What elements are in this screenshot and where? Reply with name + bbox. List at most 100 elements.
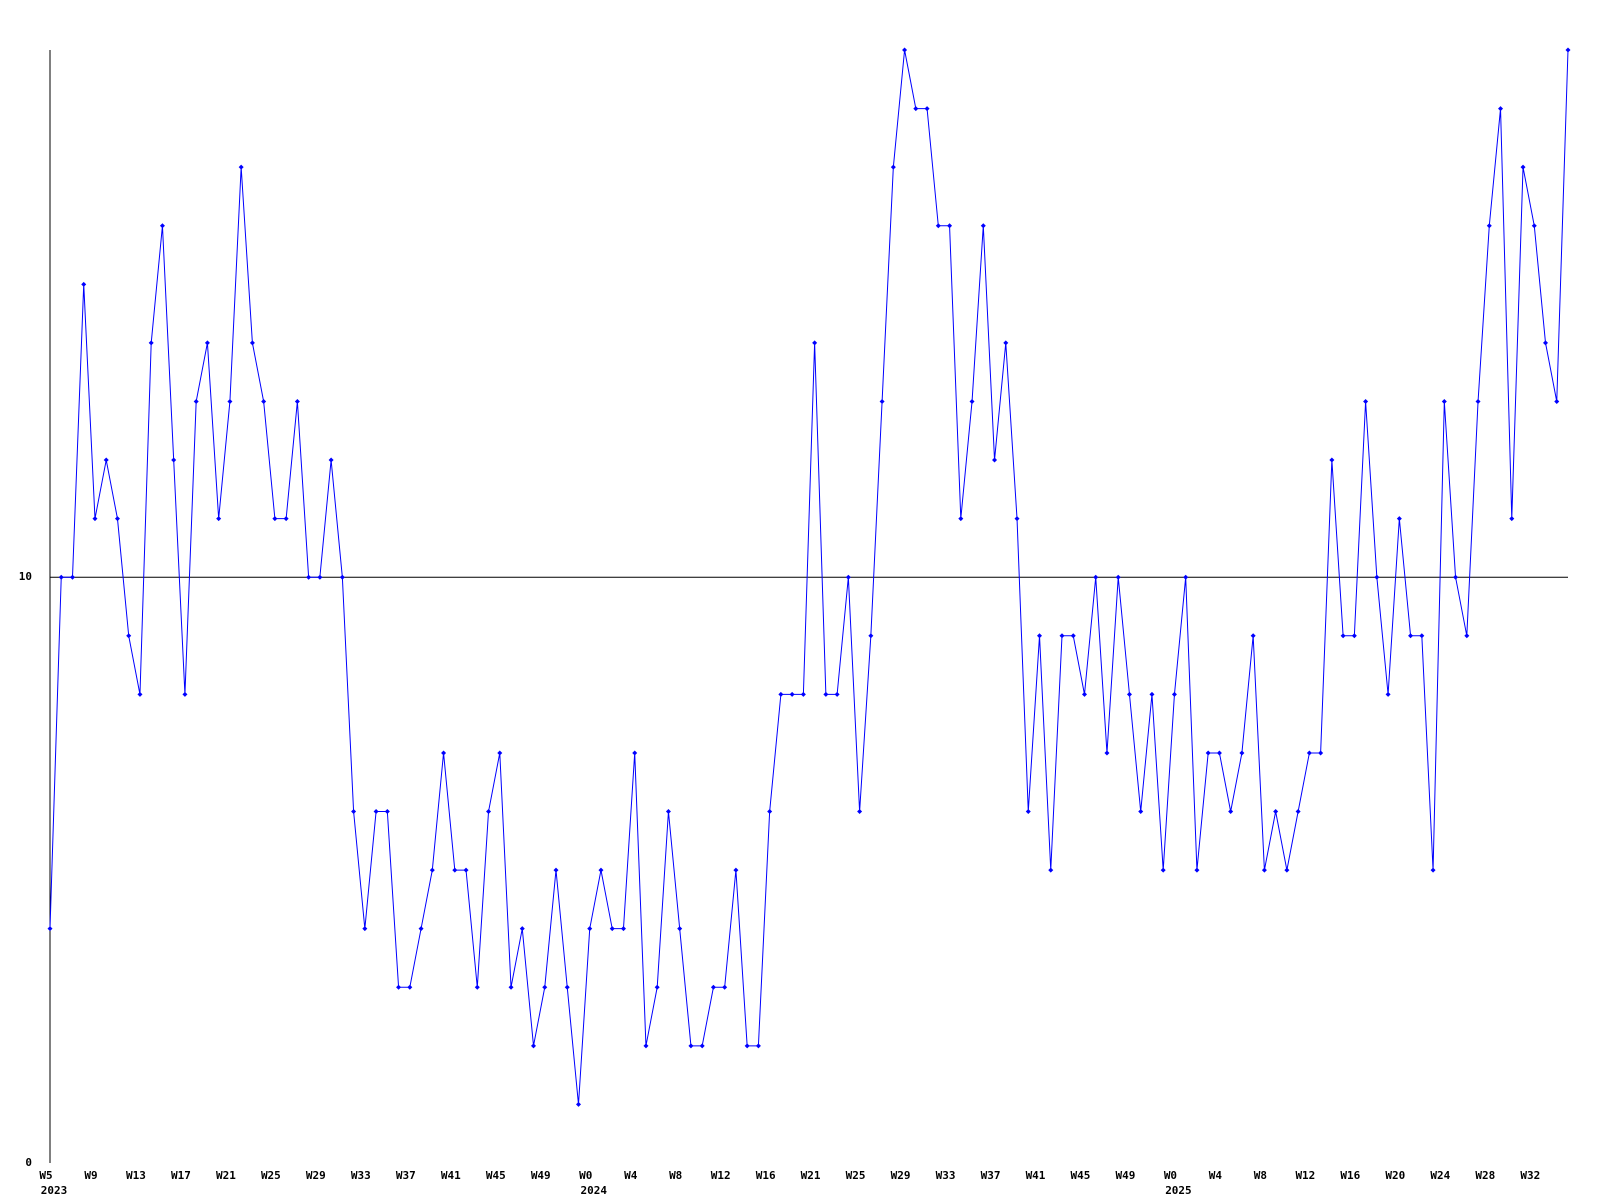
point-marker (587, 926, 593, 932)
x-tick-label: W25 (846, 1169, 866, 1182)
x-tick-label: W0 (1164, 1169, 1177, 1182)
point-marker (1408, 633, 1414, 639)
point-marker (1363, 398, 1369, 404)
x-tick-label: W24 (1430, 1169, 1450, 1182)
x-tick-label: W33 (351, 1169, 371, 1182)
point-marker (1498, 106, 1504, 112)
point-marker (486, 809, 492, 815)
x-tick-label: W49 (531, 1169, 551, 1182)
point-marker (227, 398, 233, 404)
point-marker (362, 926, 368, 932)
point-marker (1475, 398, 1481, 404)
point-marker (1273, 809, 1279, 815)
point-marker (1014, 516, 1020, 522)
point-marker (519, 926, 525, 932)
point-marker (620, 926, 626, 932)
point-marker (1025, 809, 1031, 815)
x-tick-label: W28 (1475, 1169, 1495, 1182)
point-marker (1453, 574, 1459, 580)
point-marker (913, 106, 919, 112)
y-tick-label: 10 (19, 570, 32, 583)
point-marker (553, 867, 559, 873)
point-marker (1048, 867, 1054, 873)
point-marker (1171, 691, 1177, 697)
point-marker (902, 47, 908, 53)
point-marker (1261, 867, 1267, 873)
point-marker (575, 1101, 581, 1107)
point-marker (1385, 691, 1391, 697)
point-marker (171, 457, 177, 463)
point-marker (1520, 164, 1526, 170)
point-marker (1059, 633, 1065, 639)
point-marker (69, 574, 75, 580)
point-marker (159, 223, 165, 229)
x-tick-label: W29 (306, 1169, 326, 1182)
point-marker (1318, 750, 1324, 756)
point-marker (47, 926, 53, 932)
x-year-label: 2024 (580, 1184, 607, 1197)
x-tick-label: W20 (1385, 1169, 1405, 1182)
point-marker (204, 340, 210, 346)
x-tick-label: W12 (711, 1169, 731, 1182)
point-marker (890, 164, 896, 170)
point-marker (238, 164, 244, 170)
point-marker (1329, 457, 1335, 463)
point-marker (92, 516, 98, 522)
x-tick-label: W45 (1071, 1169, 1091, 1182)
point-marker (879, 398, 885, 404)
point-marker (1509, 516, 1515, 522)
point-marker (1306, 750, 1312, 756)
point-marker (463, 867, 469, 873)
x-tick-label: W8 (1254, 1169, 1267, 1182)
point-marker (261, 398, 267, 404)
point-marker (182, 691, 188, 697)
point-marker (935, 223, 941, 229)
point-marker (733, 867, 739, 873)
point-marker (643, 1043, 649, 1049)
point-marker (1138, 809, 1144, 815)
point-marker (384, 809, 390, 815)
point-marker (654, 984, 660, 990)
x-tick-label: W21 (801, 1169, 821, 1182)
x-tick-label: W16 (756, 1169, 776, 1182)
point-marker (789, 691, 795, 697)
point-marker (1396, 516, 1402, 522)
point-marker (1183, 574, 1189, 580)
point-marker (845, 574, 851, 580)
point-marker (980, 223, 986, 229)
point-marker (1216, 750, 1222, 756)
point-marker (1228, 809, 1234, 815)
point-marker (497, 750, 503, 756)
point-marker (688, 1043, 694, 1049)
point-marker (306, 574, 312, 580)
point-marker (148, 340, 154, 346)
x-tick-label: W21 (216, 1169, 236, 1182)
x-tick-label: W29 (891, 1169, 911, 1182)
point-marker (857, 809, 863, 815)
point-marker (1160, 867, 1166, 873)
point-marker (1464, 633, 1470, 639)
point-marker (114, 516, 120, 522)
point-marker (958, 516, 964, 522)
point-marker (531, 1043, 537, 1049)
point-marker (1104, 750, 1110, 756)
point-marker (1565, 47, 1571, 53)
point-marker (1239, 750, 1245, 756)
point-marker (249, 340, 255, 346)
point-marker (1351, 633, 1357, 639)
x-tick-label: W25 (261, 1169, 281, 1182)
point-marker (1419, 633, 1425, 639)
point-marker (58, 574, 64, 580)
point-marker (1543, 340, 1549, 346)
series-line (49, 49, 1569, 1105)
point-marker (1441, 398, 1447, 404)
point-marker (1295, 809, 1301, 815)
point-marker (396, 984, 402, 990)
point-marker (1374, 574, 1380, 580)
point-marker (722, 984, 728, 990)
point-marker (1126, 691, 1132, 697)
x-tick-label: W9 (84, 1169, 97, 1182)
point-marker (508, 984, 514, 990)
point-marker (665, 809, 671, 815)
